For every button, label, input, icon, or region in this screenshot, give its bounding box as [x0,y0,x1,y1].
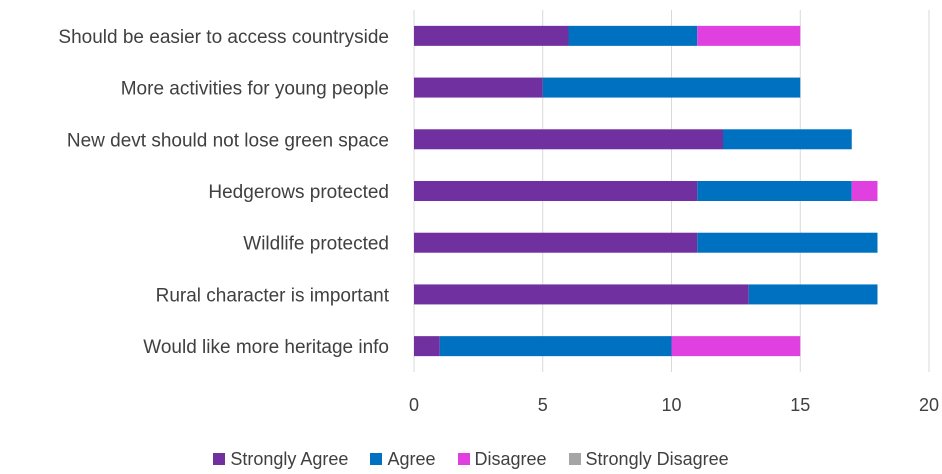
legend-swatch [568,453,581,465]
category-label: Rural character is important [156,285,390,306]
legend-swatch [213,453,226,465]
bar-segment-strongly-agree [414,284,749,305]
bar-segment-strongly-agree [414,336,440,357]
bar-segment-strongly-agree [414,181,698,201]
bar-segment-strongly-agree [414,77,543,98]
legend: Strongly Agree Agree Disagree Strongly Disa… [0,445,942,473]
legend-item: Agree [370,448,436,470]
bar-segment-agree [542,77,801,98]
bar-segment-agree [568,25,698,46]
bar-segment-strongly-agree [414,25,569,46]
x-tick-label: 15 [790,395,810,415]
legend-item: Disagree [457,448,547,470]
x-tick-label: 0 [409,395,419,415]
bar-segment-strongly-agree [414,129,723,150]
legend-label: Agree [387,448,436,469]
bar-segment-agree [697,181,852,201]
bar-segment-agree [748,284,878,305]
category-label: Wildlife protected [243,234,389,255]
category-label: New devt should not lose green space [67,130,389,151]
bar-segment-strongly-agree [414,232,698,253]
x-tick-label: 5 [538,395,548,415]
legend-label: Strongly Agree [230,448,349,469]
legend-label: Strongly Disagree [585,448,729,469]
bar-segment-disagree [851,181,878,201]
x-tick-label: 20 [919,395,939,415]
bar-segment-disagree [697,25,801,46]
bar-segment-disagree [671,336,801,357]
x-tick-labels: 0 5 10 15 20 [409,395,939,415]
category-label: Would like more heritage info [143,337,389,358]
bar-segment-agree [697,232,878,253]
legend-item: Strongly Disagree [568,448,729,470]
x-tick-label: 10 [661,395,681,415]
category-label: Should be easier to access countryside [58,27,389,48]
category-label: Hedgerows protected [208,182,389,203]
category-labels: Should be easier to access countryside Mo… [58,27,389,358]
bar-segment-agree [439,336,672,357]
legend-item: Strongly Agree [213,449,348,470]
legend-swatch [370,453,383,465]
bars [414,25,878,357]
stacked-bar-chart: Should be easier to access countryside Mo… [58,10,939,415]
category-label: More activities for young people [121,79,389,100]
legend-swatch [457,453,470,465]
bar-segment-agree [723,129,852,150]
legend-label: Disagree [474,448,547,469]
